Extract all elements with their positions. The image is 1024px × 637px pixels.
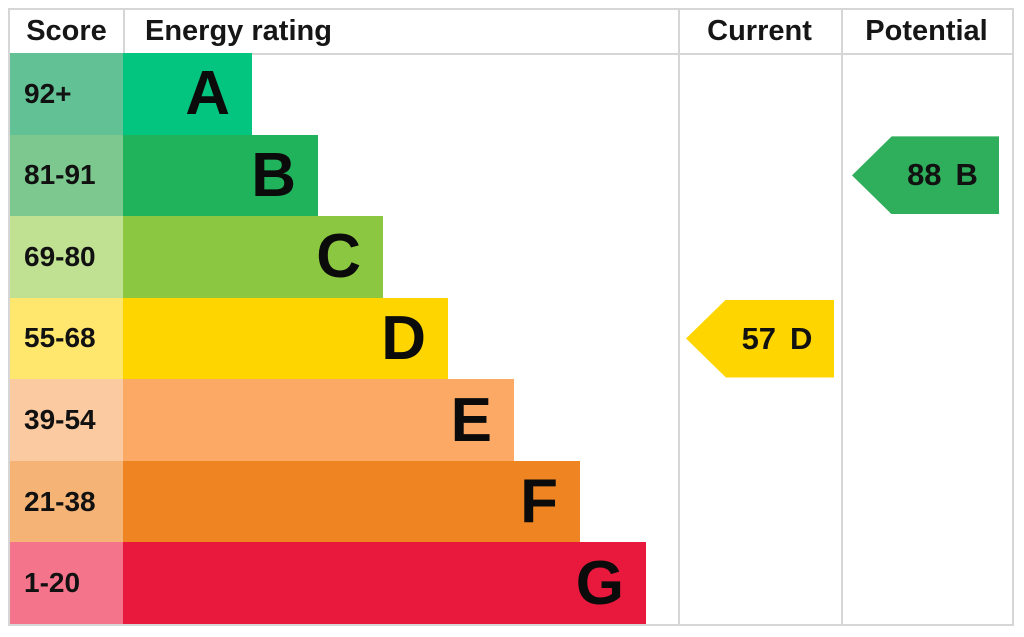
header-underline <box>10 53 1012 55</box>
potential-rating-arrow: 88 B <box>852 136 999 215</box>
score-range-d: 55-68 <box>10 297 123 380</box>
potential-letter: B <box>955 157 978 193</box>
band-bar-b: B <box>123 134 318 217</box>
score-range-e: 39-54 <box>10 379 123 461</box>
score-range-c: 69-80 <box>10 216 123 298</box>
header-current: Current <box>707 15 812 47</box>
band-bar-a: A <box>123 53 252 135</box>
band-row-b: 81-91 B <box>10 134 678 217</box>
score-range-g: 1-20 <box>10 542 123 624</box>
chart-frame: Score Energy rating Current Potential 92… <box>8 8 1014 626</box>
divider-score-energy <box>123 10 125 53</box>
header-potential: Potential <box>865 15 988 47</box>
divider-energy-current <box>678 10 680 624</box>
header-energy-rating: Energy rating <box>145 15 332 47</box>
band-bar-d: D <box>123 297 448 380</box>
band-bar-e: E <box>123 379 514 461</box>
score-range-f: 21-38 <box>10 460 123 543</box>
current-letter: D <box>790 320 813 356</box>
band-bar-f: F <box>123 460 580 543</box>
band-row-d: 55-68 D <box>10 297 678 380</box>
band-row-c: 69-80 C <box>10 216 678 298</box>
current-rating-arrow: 57 D <box>686 299 834 378</box>
divider-current-potential <box>841 10 843 624</box>
band-bar-c: C <box>123 216 383 298</box>
band-row-f: 21-38 F <box>10 460 678 543</box>
score-range-a: 92+ <box>10 53 123 135</box>
band-row-a: 92+ A <box>10 53 678 135</box>
band-row-g: 1-20 G <box>10 542 678 624</box>
score-range-b: 81-91 <box>10 134 123 217</box>
potential-score: 88 <box>907 157 942 193</box>
band-bar-g: G <box>123 542 646 624</box>
band-row-e: 39-54 E <box>10 379 678 461</box>
current-score: 57 <box>741 320 777 356</box>
header-score: Score <box>26 15 107 47</box>
